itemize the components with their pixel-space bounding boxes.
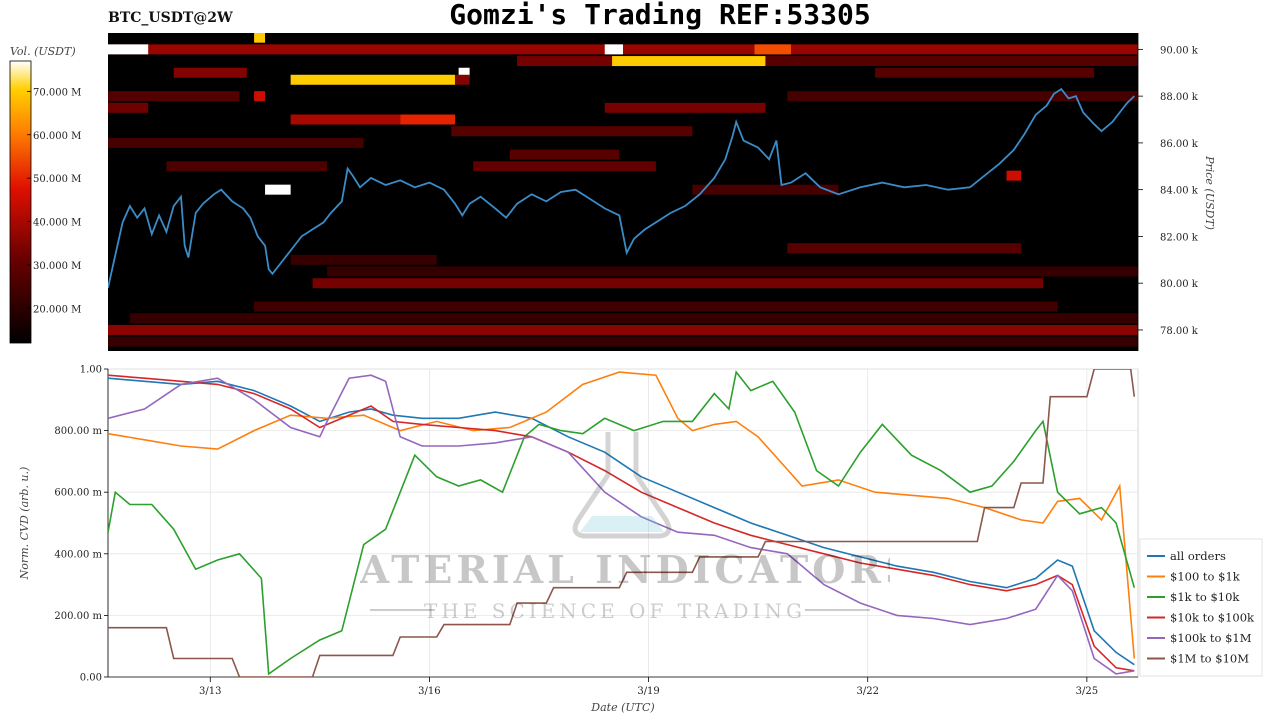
cvd-x-tick-label: 3/19: [637, 686, 659, 697]
cvd-y-tick-label: 1.00: [80, 365, 102, 376]
cvd-series: [108, 369, 1136, 677]
cvd-x-tick-label: 3/16: [418, 686, 440, 697]
legend-label: $100k to $1M: [1170, 631, 1252, 645]
price-tick-label: 78.00 k: [1160, 326, 1199, 337]
price-line: [108, 87, 1135, 289]
cvd-y-tick-label: 400.00 m: [54, 549, 102, 560]
cvd-series-line: [108, 374, 1135, 672]
colorbar-tick-label: 60.000 M: [33, 131, 81, 142]
colorbar-tick-label: 70.000 M: [33, 87, 81, 98]
legend: all orders $100 to $1k $1k to $10k $10k to …: [1147, 549, 1255, 666]
heatmap-band: [875, 67, 1095, 78]
colorbar-tick-label: 40.000 M: [33, 218, 81, 229]
heatmap-band: [400, 114, 455, 125]
cvd-x-tick-label: 3/25: [1076, 686, 1098, 697]
colorbar-tick-label: 30.000 M: [33, 261, 81, 272]
heatmap-band: [765, 56, 1138, 67]
heatmap-band: [129, 313, 1138, 324]
cvd-x-axis-label: Date (UTC): [590, 701, 654, 714]
heatmap-band: [451, 126, 693, 137]
heatmap-band: [290, 254, 437, 265]
heatmap-band: [254, 301, 1058, 312]
heatmap-band: [254, 91, 266, 102]
heatmap-band: [108, 137, 364, 148]
price-axis-label: Price (USDT): [1203, 155, 1216, 230]
legend-label: all orders: [1170, 549, 1226, 563]
heatmap-band: [604, 102, 766, 113]
heatmap-band: [166, 161, 328, 172]
cvd-plot-area: [107, 368, 1139, 678]
heatmap-band: [108, 44, 149, 55]
pair-label: BTC_USDT@2W: [108, 10, 233, 26]
price-tick-label: 80.00 k: [1160, 279, 1199, 290]
price-tick-label: 90.00 k: [1160, 45, 1199, 56]
heatmap-band: [787, 91, 1138, 102]
price-tick-label: 88.00 k: [1160, 92, 1199, 103]
heatmap-band: [108, 91, 240, 102]
heatmap-band: [692, 184, 839, 195]
cvd-series-line: [108, 374, 1135, 675]
heatmap-band: [108, 336, 1138, 347]
legend-label: $1M to $10M: [1170, 652, 1249, 666]
heatmap-band: [509, 149, 620, 160]
legend-box: [1139, 538, 1263, 677]
cvd-y-tick-label: 800.00 m: [54, 426, 102, 437]
heatmap-band: [327, 266, 1138, 277]
heatmap-band: [787, 243, 1022, 254]
heatmap-band: [754, 44, 792, 55]
legend-label: $10k to $100k: [1170, 611, 1255, 625]
price-tick-label: 86.00 k: [1160, 139, 1199, 150]
cvd-series-line: [108, 369, 1136, 677]
heatmap-band: [604, 44, 623, 55]
heatmap-band: [173, 67, 247, 78]
heatmap-band: [254, 33, 266, 43]
cvd-x-axis: 3/13 3/16 3/19 3/22 3/25: [108, 676, 1138, 697]
heatmap-band: [290, 74, 455, 85]
legend-label: $1k to $10k: [1170, 590, 1240, 604]
cvd-x-tick-label: 3/13: [199, 686, 221, 697]
heatmap-band: [108, 324, 1138, 335]
heatmap-band: [454, 74, 470, 85]
colorbar-tick-label: 50.000 M: [33, 174, 81, 185]
heatmap-band: [312, 278, 1044, 289]
heatmap-band: [612, 56, 766, 67]
heatmap-band: [473, 161, 656, 172]
price-tick-label: 82.00 k: [1160, 232, 1199, 243]
cvd-series-line: [108, 371, 1136, 659]
heatmap-band: [1006, 170, 1022, 181]
heatmap-bands: [108, 33, 1138, 347]
cvd-series-line: [108, 370, 1136, 676]
heatmap-band: [290, 114, 401, 125]
cvd-y-axis: 0.00 200.00 m 400.00 m 600.00 m 800.00 m 1.00: [54, 365, 109, 684]
cvd-x-tick-label: 3/22: [856, 686, 878, 697]
colorbar-ticks: 70.000 M 60.000 M 50.000 M 40.000 M 30.000 M…: [27, 87, 81, 315]
cvd-y-tick-label: 0.00: [80, 673, 102, 684]
colorbar-tick-label: 20.000 M: [33, 304, 81, 315]
heatmap-band: [108, 102, 149, 113]
price-tick-label: 84.00 k: [1160, 186, 1199, 197]
cvd-series-line: [108, 377, 1135, 666]
cvd-y-tick-label: 200.00 m: [54, 611, 102, 622]
colorbar: [9, 60, 32, 344]
heatmap-band: [458, 67, 470, 78]
cvd-y-axis-label: Norm. CVD (arb. u.): [18, 467, 31, 581]
legend-label: $100 to $1k: [1170, 570, 1241, 584]
price-axis: 90.00 k 88.00 k 86.00 k 84.00 k 82.00 k 80.00…: [1137, 33, 1199, 351]
chart-title: Gomzi's Trading REF:53305: [449, 0, 871, 31]
colorbar-label: Vol. (USDT): [10, 45, 76, 58]
heatmap-band: [265, 184, 291, 195]
heatmap-band: [517, 56, 613, 67]
cvd-y-tick-label: 600.00 m: [54, 488, 102, 499]
